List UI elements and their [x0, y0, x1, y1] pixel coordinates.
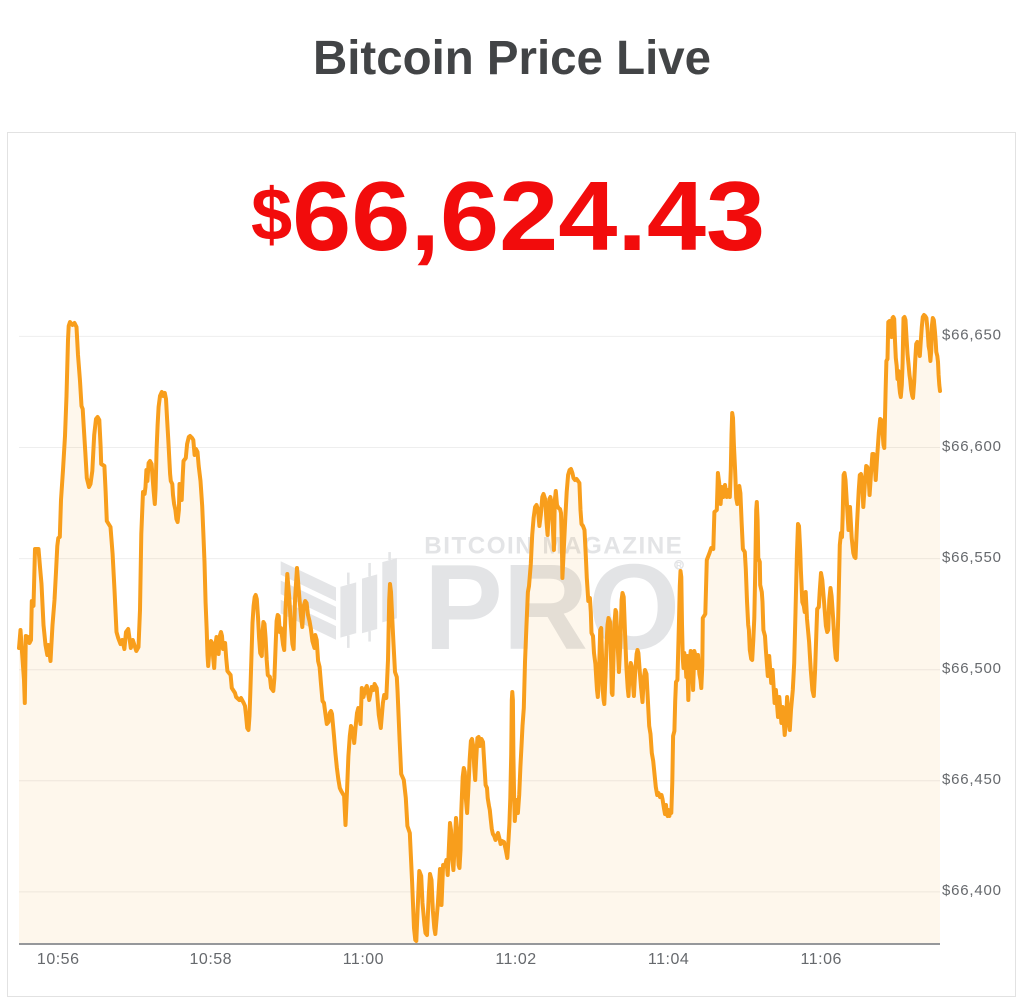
svg-text:11:04: 11:04: [648, 951, 689, 968]
svg-text:11:06: 11:06: [801, 951, 842, 968]
svg-text:$66,624.43: $66,624.43: [251, 161, 765, 271]
svg-text:$66,600: $66,600: [942, 438, 1002, 455]
svg-text:$66,550: $66,550: [942, 549, 1002, 566]
svg-text:11:02: 11:02: [495, 951, 536, 968]
svg-text:$66,500: $66,500: [942, 660, 1002, 677]
svg-text:$66,650: $66,650: [942, 327, 1002, 344]
svg-text:R: R: [676, 560, 682, 570]
svg-text:$66,450: $66,450: [942, 771, 1002, 788]
svg-text:11:00: 11:00: [343, 951, 384, 968]
svg-text:Bitcoin Price Live: Bitcoin Price Live: [313, 32, 711, 85]
svg-text:10:58: 10:58: [190, 951, 233, 968]
svg-text:$66,400: $66,400: [942, 882, 1002, 899]
svg-text:10:56: 10:56: [37, 951, 80, 968]
